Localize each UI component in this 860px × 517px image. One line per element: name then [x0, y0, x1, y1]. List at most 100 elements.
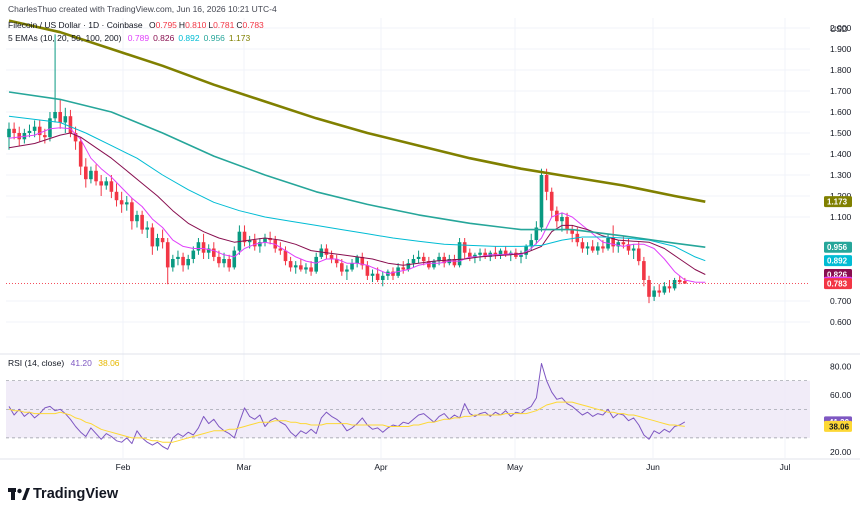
candle: [37, 120, 42, 142]
candle-body: [437, 256, 441, 262]
price-badge-bg: [824, 196, 852, 208]
candle-body: [329, 254, 334, 259]
candle-body: [345, 269, 349, 272]
candle: [396, 263, 400, 278]
price-tick-label: 1.200: [830, 191, 852, 201]
candle: [304, 263, 308, 274]
candle-body: [324, 248, 329, 255]
candle: [263, 233, 267, 247]
candle: [309, 261, 313, 276]
tradingview-logo[interactable]: TradingView: [8, 486, 118, 502]
ema-line-ema50: [8, 115, 706, 262]
candle: [94, 164, 98, 186]
candle-body: [201, 242, 206, 253]
candle: [652, 286, 656, 301]
candle: [365, 261, 370, 280]
candle: [232, 246, 237, 270]
candle: [181, 252, 185, 272]
candle-body: [206, 248, 211, 253]
price-badge-bg: [824, 241, 852, 253]
price-badge-label: 0.892: [827, 257, 848, 266]
candle: [416, 250, 421, 264]
candle: [580, 238, 585, 253]
candle-body: [263, 238, 267, 243]
candle: [258, 238, 262, 253]
symbol-legend[interactable]: Filecoin / US Dollar · 1D · Coinbase O0.…: [8, 20, 270, 30]
candle: [191, 246, 196, 264]
candle-body: [171, 259, 175, 268]
rsi-ma-value: 38.06: [98, 358, 120, 368]
candle: [150, 223, 155, 255]
price-badge-label: 1.173: [827, 198, 848, 207]
ema-legend[interactable]: 5 EMAs (10, 20, 50, 100, 200) 0.789 0.826…: [8, 33, 258, 43]
candle: [17, 126, 22, 146]
candle-body: [652, 290, 656, 297]
tradingview-logo-text: TradingView: [33, 486, 119, 502]
candle: [206, 244, 211, 259]
candle: [212, 242, 216, 262]
ohlc-o: O0.795: [149, 20, 177, 30]
candle: [32, 120, 37, 138]
candle-body: [683, 281, 687, 284]
rsi-line: [8, 363, 686, 450]
candle-body: [544, 175, 549, 192]
candle: [560, 212, 564, 232]
candle: [114, 183, 119, 207]
candle-body: [621, 242, 626, 245]
rsi-badge-label: 38.06: [829, 422, 850, 431]
price-badge: 0.892: [824, 255, 852, 267]
candle: [421, 252, 426, 266]
rsi-legend[interactable]: RSI (14, close) 41.20 38.06: [8, 358, 124, 368]
candle-body: [293, 265, 298, 268]
candle-body: [524, 246, 528, 255]
candle: [89, 166, 93, 184]
candle: [130, 198, 134, 230]
ema-value-3: 0.956: [203, 33, 225, 43]
candle: [217, 250, 221, 268]
price-badge: 1.173: [824, 196, 852, 208]
candle-body: [432, 261, 436, 268]
price-tick-label: 2.000: [830, 23, 852, 33]
candle: [677, 275, 682, 285]
price-badge-bg: [824, 278, 852, 290]
rsi-pane: [6, 363, 810, 450]
time-tick-label: Jun: [646, 462, 660, 472]
candle: [196, 238, 201, 255]
candle-body: [84, 166, 88, 180]
candle-body: [242, 231, 247, 243]
candle: [657, 284, 662, 297]
candle: [27, 124, 32, 138]
candle-body: [247, 240, 252, 243]
rsi-badge-bg: [824, 420, 852, 432]
candle: [53, 34, 57, 123]
candle-body: [252, 240, 257, 247]
candle-body: [304, 267, 308, 270]
candle-body: [155, 238, 160, 247]
candle: [48, 112, 52, 142]
candle: [73, 126, 78, 150]
rsi-tick-label: 60.00: [830, 390, 852, 400]
candle: [380, 271, 385, 287]
rsi-tick-label: 20.00: [830, 447, 852, 457]
candle-body: [657, 290, 662, 293]
time-tick-label: May: [507, 462, 524, 472]
price-badge-label: 0.783: [827, 280, 848, 289]
candle-body: [483, 252, 487, 257]
candle: [411, 254, 416, 268]
candle: [570, 225, 574, 243]
candle-body: [309, 267, 313, 272]
rsi-value: 41.20: [70, 358, 92, 368]
candle: [468, 248, 472, 262]
ema-value-4: 1.173: [228, 33, 251, 43]
candle: [642, 256, 646, 287]
candle: [12, 122, 16, 140]
candle: [340, 259, 344, 276]
candle-body: [647, 280, 651, 297]
candle-body: [63, 116, 68, 123]
candle-body: [217, 256, 221, 264]
candle-body: [89, 170, 93, 180]
candle: [324, 244, 329, 259]
candle-body: [534, 227, 539, 241]
rsi-tick-label: 80.00: [830, 361, 852, 371]
